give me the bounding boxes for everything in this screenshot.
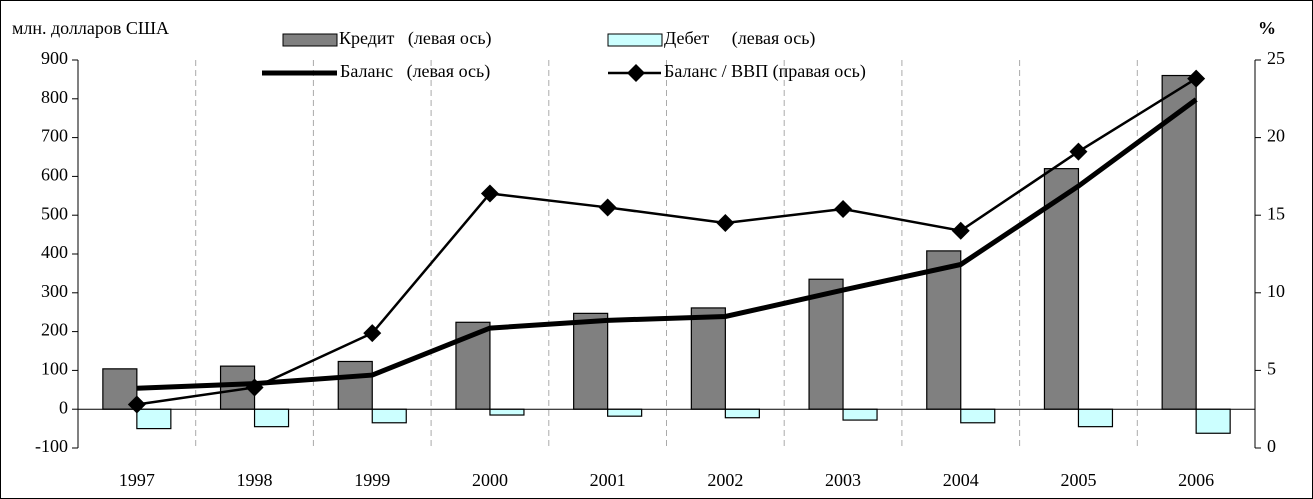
marker xyxy=(480,184,499,203)
bar xyxy=(371,408,407,424)
y2-axis-label: % xyxy=(1258,18,1276,38)
legend-marker xyxy=(627,64,645,82)
bar xyxy=(573,312,609,410)
marker xyxy=(834,199,853,218)
y2-tick-label: 0 xyxy=(1267,436,1276,456)
bar xyxy=(842,408,878,421)
bar xyxy=(136,408,172,430)
legend-label: Дебет (левая ось) xyxy=(664,28,815,49)
bar xyxy=(607,408,643,417)
y-tick-label: 800 xyxy=(41,87,68,107)
y-tick-label: 700 xyxy=(41,126,68,146)
line xyxy=(136,97,1198,391)
y2-tick-label: 20 xyxy=(1267,126,1285,146)
bar xyxy=(337,360,373,410)
legend-label: Баланс / ВВП (правая ось) xyxy=(664,61,866,82)
marker xyxy=(127,395,146,414)
bar xyxy=(1161,74,1197,410)
line xyxy=(136,77,1197,406)
x-tick-label: 2005 xyxy=(1060,470,1096,490)
y-tick-label: 100 xyxy=(41,359,68,379)
marker xyxy=(951,221,970,240)
legend-swatch xyxy=(282,33,338,47)
x-tick-label: 2004 xyxy=(943,470,979,490)
y2-tick-label: 15 xyxy=(1267,203,1285,223)
x-tick-label: 1997 xyxy=(119,470,155,490)
bar xyxy=(489,408,525,416)
x-tick-label: 2002 xyxy=(707,470,743,490)
x-tick-label: 2001 xyxy=(590,470,626,490)
marker xyxy=(363,324,382,343)
marker xyxy=(245,378,264,397)
y-tick-label: 0 xyxy=(59,397,68,417)
marker xyxy=(598,198,617,217)
legend-label: Баланс (левая ось) xyxy=(340,61,490,82)
bar xyxy=(1077,408,1114,428)
marker xyxy=(1069,142,1088,161)
x-tick-label: 2006 xyxy=(1178,470,1214,490)
y-tick-label: -100 xyxy=(35,436,68,456)
x-tick-label: 1999 xyxy=(354,470,390,490)
legend-swatch xyxy=(607,33,663,47)
marker xyxy=(716,213,735,232)
y-tick-label: 900 xyxy=(41,48,68,68)
bar xyxy=(1043,168,1080,410)
y-tick-label: 400 xyxy=(41,242,68,262)
bar xyxy=(960,408,996,424)
bar xyxy=(926,250,962,410)
y-tick-label: 600 xyxy=(41,165,68,185)
y2-tick-label: 25 xyxy=(1267,48,1285,68)
x-tick-label: 2003 xyxy=(825,470,861,490)
bar xyxy=(253,408,290,428)
bar xyxy=(724,408,760,419)
x-tick-label: 1998 xyxy=(237,470,273,490)
bar xyxy=(690,307,726,410)
y2-tick-label: 10 xyxy=(1267,281,1285,301)
marker xyxy=(1187,69,1206,88)
y-axis-label: млн. долларов США xyxy=(12,18,169,38)
y-tick-label: 300 xyxy=(41,281,68,301)
y2-tick-label: 5 xyxy=(1267,359,1276,379)
bar xyxy=(1195,408,1231,434)
y-tick-label: 200 xyxy=(41,320,68,340)
legend-label: Кредит (левая ось) xyxy=(339,28,492,49)
x-tick-label: 2000 xyxy=(472,470,508,490)
y-tick-label: 500 xyxy=(41,203,68,223)
